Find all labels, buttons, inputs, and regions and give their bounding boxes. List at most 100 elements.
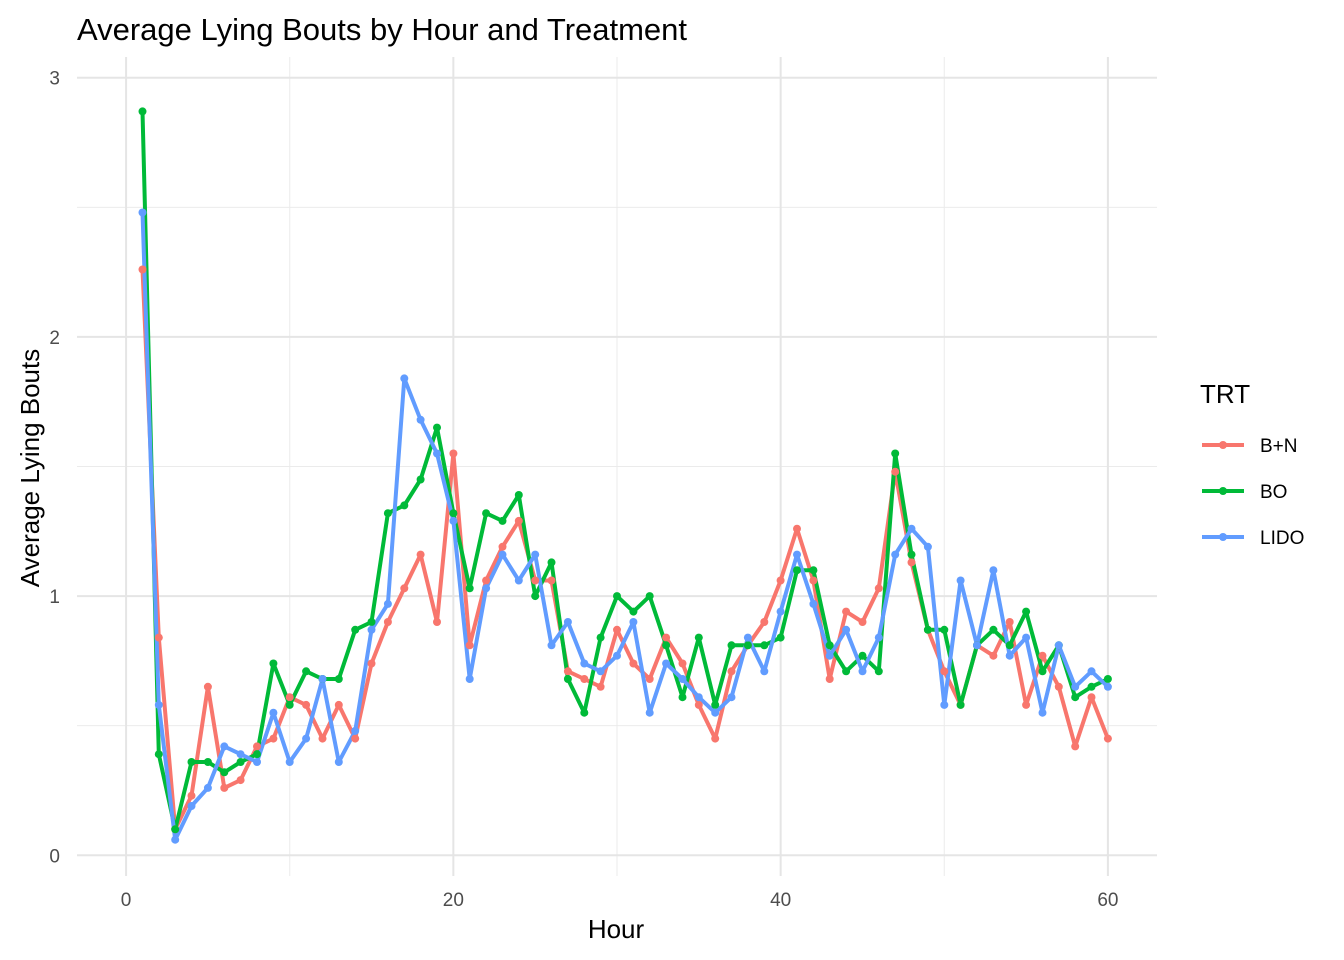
data-point-b-n bbox=[1022, 700, 1031, 709]
data-point-b-n bbox=[498, 542, 507, 551]
series-line-bo bbox=[140, 109, 1110, 832]
data-point-bo bbox=[482, 509, 491, 518]
data-point-bo bbox=[923, 625, 932, 634]
data-point-bo bbox=[662, 641, 671, 650]
data-point-bo bbox=[825, 641, 834, 650]
data-point-lido bbox=[154, 700, 163, 709]
data-point-bo bbox=[1087, 682, 1096, 691]
data-point-bo bbox=[531, 592, 540, 601]
data-point-lido bbox=[138, 208, 147, 217]
data-point-b-n bbox=[629, 659, 638, 668]
data-point-lido bbox=[989, 566, 998, 575]
data-point-b-n bbox=[253, 742, 261, 751]
data-point-bo bbox=[203, 758, 212, 766]
data-point-b-n bbox=[940, 667, 949, 676]
data-point-lido bbox=[793, 550, 801, 559]
data-point-b-n bbox=[776, 576, 785, 585]
data-point-lido bbox=[973, 641, 981, 650]
data-point-b-n bbox=[449, 449, 458, 458]
data-point-b-n bbox=[989, 651, 998, 660]
data-point-bo bbox=[858, 651, 867, 660]
data-point-lido bbox=[613, 651, 621, 660]
data-point-b-n bbox=[1087, 693, 1096, 702]
data-point-lido bbox=[269, 708, 278, 717]
data-point-lido bbox=[171, 835, 180, 844]
y-tick-label: 1 bbox=[49, 587, 60, 608]
data-point-b-n bbox=[842, 607, 851, 616]
data-point-lido bbox=[923, 542, 932, 551]
data-point-bo bbox=[383, 509, 392, 518]
data-point-b-n bbox=[563, 667, 572, 676]
data-point-lido bbox=[662, 659, 671, 668]
data-point-lido bbox=[465, 675, 474, 683]
data-point-bo bbox=[580, 708, 589, 717]
data-point-bo bbox=[727, 641, 736, 650]
data-point-lido bbox=[874, 633, 883, 642]
data-point-lido bbox=[629, 618, 638, 626]
data-point-lido bbox=[383, 599, 392, 608]
legend-label-bo: BO bbox=[1260, 482, 1287, 503]
legend-key-point-b-n bbox=[1219, 441, 1227, 449]
data-point-lido bbox=[1103, 682, 1112, 691]
data-point-lido bbox=[907, 524, 916, 533]
data-point-bo bbox=[433, 423, 441, 432]
x-tick-label: 20 bbox=[443, 890, 464, 911]
data-point-lido bbox=[351, 726, 360, 735]
data-point-bo bbox=[940, 625, 949, 634]
legend-label-b-n: B+N bbox=[1260, 436, 1298, 457]
data-point-bo bbox=[154, 750, 163, 759]
data-point-lido bbox=[1071, 682, 1080, 691]
data-point-b-n bbox=[907, 558, 916, 567]
data-point-bo bbox=[1103, 675, 1112, 683]
data-point-bo bbox=[743, 641, 752, 650]
data-point-bo bbox=[269, 659, 278, 668]
data-point-bo bbox=[629, 607, 638, 616]
data-point-b-n bbox=[236, 776, 245, 785]
data-point-b-n bbox=[318, 734, 327, 743]
data-point-b-n bbox=[580, 675, 589, 683]
data-point-b-n bbox=[187, 791, 196, 800]
data-point-b-n bbox=[1038, 651, 1047, 660]
data-point-b-n bbox=[645, 675, 654, 683]
x-tick-label: 60 bbox=[1097, 890, 1118, 911]
data-point-bo bbox=[465, 584, 474, 593]
data-point-lido bbox=[842, 625, 851, 634]
x-tick-label: 40 bbox=[770, 890, 791, 911]
data-point-b-n bbox=[482, 576, 491, 585]
data-point-lido bbox=[1005, 651, 1014, 660]
data-point-b-n bbox=[547, 576, 556, 585]
chart-title: Average Lying Bouts by Hour and Treatmen… bbox=[77, 12, 687, 47]
data-point-b-n bbox=[302, 700, 311, 709]
data-point-lido bbox=[367, 625, 376, 634]
data-point-lido bbox=[482, 584, 491, 593]
data-point-bo bbox=[1022, 607, 1031, 616]
data-point-lido bbox=[825, 651, 834, 660]
x-axis-title: Hour bbox=[588, 914, 645, 944]
data-point-lido bbox=[1022, 633, 1031, 642]
data-point-lido bbox=[416, 415, 425, 424]
data-point-b-n bbox=[694, 700, 703, 709]
data-point-b-n bbox=[613, 625, 621, 634]
y-tick-label: 2 bbox=[49, 328, 60, 349]
legend-label-lido: LIDO bbox=[1260, 528, 1304, 549]
data-point-bo bbox=[760, 641, 769, 650]
y-tick-label: 0 bbox=[49, 846, 60, 867]
data-point-bo bbox=[1005, 641, 1014, 650]
data-point-b-n bbox=[154, 633, 163, 642]
data-point-b-n bbox=[809, 576, 818, 585]
data-point-lido bbox=[956, 576, 965, 585]
data-point-b-n bbox=[760, 618, 769, 626]
data-point-bo bbox=[351, 625, 360, 634]
data-point-bo bbox=[678, 693, 687, 702]
y-axis-title: Average Lying Bouts bbox=[15, 349, 45, 588]
data-point-bo bbox=[1038, 667, 1047, 676]
data-point-lido bbox=[891, 550, 900, 559]
y-tick-label: 3 bbox=[49, 69, 60, 90]
data-point-lido bbox=[678, 675, 687, 683]
data-point-b-n bbox=[793, 524, 801, 533]
data-point-b-n bbox=[678, 659, 687, 668]
data-point-bo bbox=[842, 667, 851, 676]
data-point-lido bbox=[433, 449, 441, 458]
data-point-lido bbox=[220, 742, 229, 751]
